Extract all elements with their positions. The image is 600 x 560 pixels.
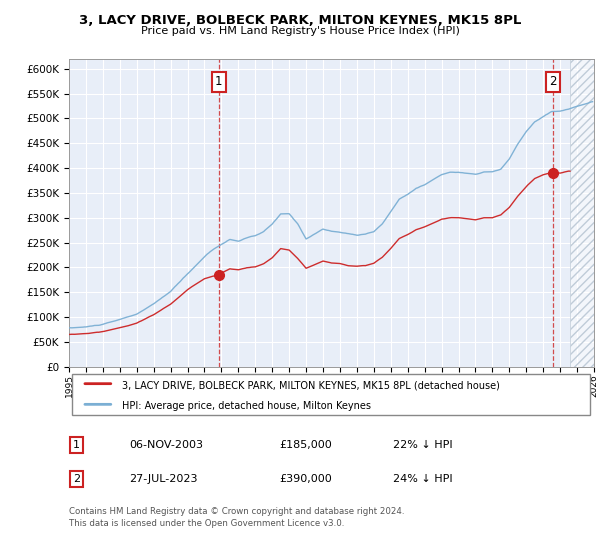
Text: HPI: Average price, detached house, Milton Keynes: HPI: Average price, detached house, Milt… bbox=[121, 401, 371, 410]
Text: 22% ↓ HPI: 22% ↓ HPI bbox=[393, 440, 452, 450]
Text: Price paid vs. HM Land Registry's House Price Index (HPI): Price paid vs. HM Land Registry's House … bbox=[140, 26, 460, 36]
Text: 2: 2 bbox=[73, 474, 80, 484]
Bar bbox=[570, 59, 594, 367]
Text: 3, LACY DRIVE, BOLBECK PARK, MILTON KEYNES, MK15 8PL: 3, LACY DRIVE, BOLBECK PARK, MILTON KEYN… bbox=[79, 14, 521, 27]
Text: 3, LACY DRIVE, BOLBECK PARK, MILTON KEYNES, MK15 8PL (detached house): 3, LACY DRIVE, BOLBECK PARK, MILTON KEYN… bbox=[121, 380, 499, 390]
Text: 27-JUL-2023: 27-JUL-2023 bbox=[129, 474, 197, 484]
Text: 1: 1 bbox=[215, 76, 223, 88]
Text: 24% ↓ HPI: 24% ↓ HPI bbox=[393, 474, 452, 484]
Text: £390,000: £390,000 bbox=[279, 474, 332, 484]
Text: £185,000: £185,000 bbox=[279, 440, 332, 450]
Text: 1: 1 bbox=[73, 440, 80, 450]
Text: 2: 2 bbox=[549, 76, 557, 88]
Text: 06-NOV-2003: 06-NOV-2003 bbox=[129, 440, 203, 450]
FancyBboxPatch shape bbox=[71, 375, 590, 415]
Text: Contains HM Land Registry data © Crown copyright and database right 2024.
This d: Contains HM Land Registry data © Crown c… bbox=[69, 507, 404, 528]
Bar bbox=[570, 59, 594, 367]
